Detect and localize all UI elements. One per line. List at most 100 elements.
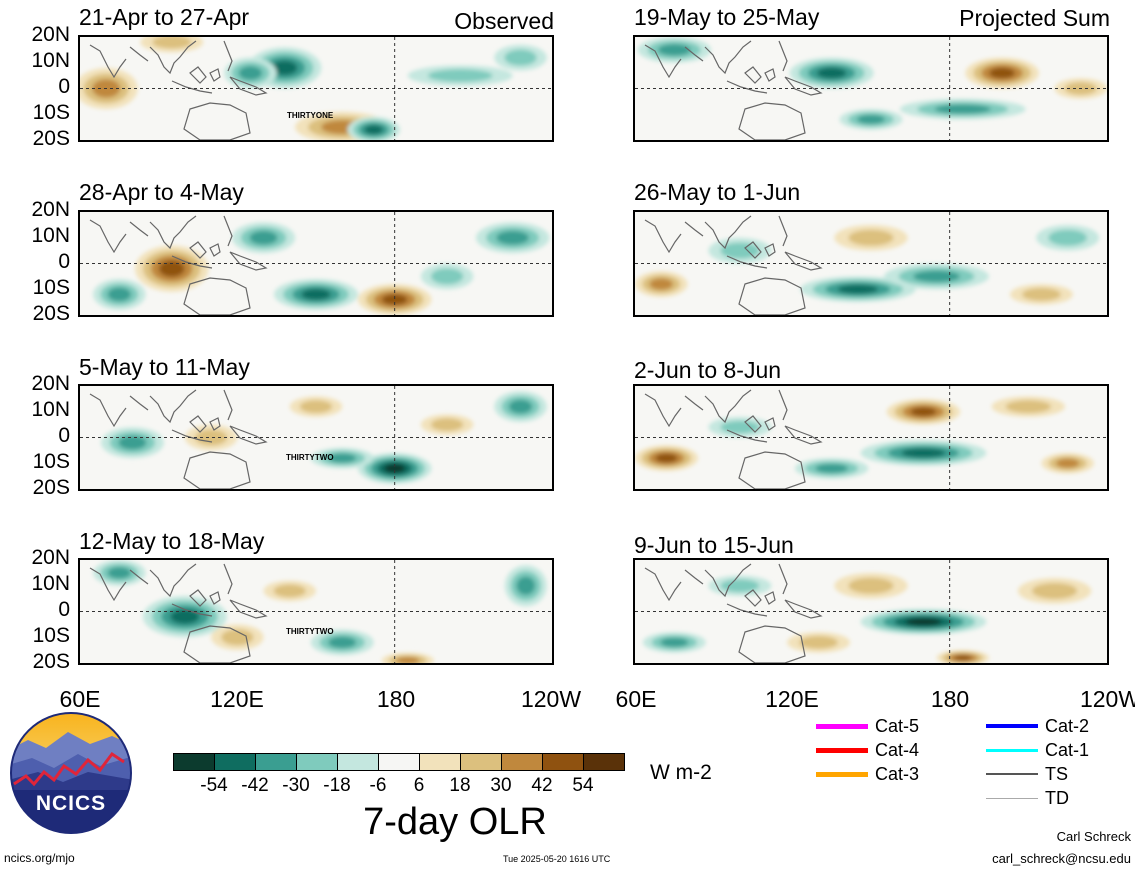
ncics-logo-text: NCICS (35, 792, 107, 815)
dry-anomaly-contour (649, 278, 673, 290)
olr-map-projected-4 (633, 558, 1109, 665)
coastline (129, 221, 149, 237)
dry-anomaly-contour (152, 37, 192, 49)
coastline (149, 563, 197, 598)
coastline (149, 40, 197, 75)
colorbar-swatch (296, 753, 338, 771)
coastline (189, 241, 207, 259)
dry-anomaly-contour (1005, 400, 1051, 413)
lat-label-row1-0: 20N (31, 23, 70, 46)
coastline (778, 40, 788, 72)
coastline (644, 44, 682, 79)
storm-label-1: THIRTYONE (287, 111, 334, 120)
coastline (726, 80, 768, 94)
panel-title-right-4: 9-Jun to 15-Jun (634, 532, 794, 558)
wet-anomaly-contour (837, 284, 878, 294)
legend-line-ts (986, 773, 1038, 775)
lon-label-60e-left: 60E (59, 686, 101, 712)
colorbar-swatch (255, 753, 297, 771)
wet-anomaly-contour (328, 636, 357, 649)
colorbar-swatch (173, 753, 215, 771)
legend-line-cat-5 (816, 723, 868, 729)
colorbar-tick-label: 18 (449, 775, 471, 796)
wet-anomaly-contour (301, 289, 331, 300)
wet-anomaly-contour (384, 463, 406, 473)
legend-line-cat-4 (816, 747, 868, 753)
colorbar-swatch (583, 753, 625, 771)
colorbar-tick-label: 42 (531, 775, 553, 796)
coastline (764, 243, 776, 257)
wet-anomaly-contour (427, 69, 493, 82)
legend-line-cat-2 (986, 724, 1038, 728)
dry-anomaly-contour (159, 260, 185, 277)
colorbar-tick-label: 54 (572, 775, 594, 796)
dry-anomaly-contour (1031, 582, 1078, 599)
coastline (778, 389, 788, 421)
lat-label-row2-2: 0 (58, 250, 70, 273)
wet-anomaly-contour (430, 268, 464, 285)
coastline (223, 389, 233, 421)
dry-anomaly-contour (194, 429, 228, 446)
wet-anomaly-contour (107, 567, 131, 579)
dry-anomaly-contour (848, 577, 894, 594)
panel-title-left-1: 21-Apr to 27-Apr (79, 4, 250, 30)
coastline (764, 591, 776, 605)
coastline (784, 76, 823, 96)
coastline (183, 451, 251, 489)
legend-label-ts: TS (1045, 764, 1069, 784)
olr-map-observed-1 (78, 35, 554, 142)
coastline (209, 243, 221, 257)
olr-anomaly-field (635, 386, 1107, 489)
wet-anomaly-contour (271, 60, 298, 76)
coastline (726, 255, 768, 269)
coastline (171, 80, 213, 94)
olr-anomaly-field (635, 212, 1107, 315)
lat-label-row1-1: 10N (31, 49, 70, 72)
coastline (704, 389, 752, 424)
wet-anomaly-contour (170, 609, 200, 624)
lon-label-120w-right: 120W (1079, 686, 1135, 712)
coastline (89, 567, 127, 602)
coastline (684, 569, 704, 585)
dry-anomaly-contour (396, 656, 420, 663)
panel-title-left-2: 28-Apr to 4-May (79, 179, 244, 205)
coastline (738, 277, 806, 315)
lon-label-180-left: 180 (376, 686, 416, 712)
footer-timestamp: Tue 2025-05-20 1616 UTC (503, 854, 611, 864)
wet-anomaly-contour (720, 420, 760, 434)
lat-label-row4-3: 10S (32, 624, 70, 647)
wet-anomaly-contour (496, 230, 529, 245)
wet-anomaly-contour (934, 104, 991, 114)
coastline (704, 40, 752, 75)
panel-title-right-3: 2-Jun to 8-Jun (634, 357, 782, 383)
dry-anomaly-contour (655, 453, 678, 463)
olr-map-projected-3 (633, 384, 1109, 491)
storm-label-4: THIRTYTWO (286, 627, 334, 636)
legend-line-td (986, 797, 1038, 799)
olr-anomaly-field (635, 560, 1107, 663)
coastline (223, 40, 233, 72)
wet-anomaly-contour (249, 230, 278, 245)
observed-label: Observed (454, 8, 554, 34)
olr-anomaly-field (80, 212, 552, 315)
coastline (738, 625, 806, 663)
coastline (744, 66, 762, 84)
olr-anomaly-field (635, 37, 1107, 140)
coastline (784, 251, 823, 271)
colorbar-swatch (337, 753, 379, 771)
colorbar-title: 7-day OLR (363, 801, 547, 843)
panel-title-left-3: 5-May to 11-May (79, 354, 250, 380)
wet-anomaly-contour (720, 242, 760, 259)
coastline (89, 393, 127, 428)
lat-label-row3-4: 20S (32, 476, 70, 499)
coastline (183, 102, 251, 140)
coastline (764, 417, 776, 431)
coastline (149, 215, 197, 250)
dry-anomaly-contour (221, 629, 254, 646)
lat-label-row3-2: 0 (58, 424, 70, 447)
coastline (229, 599, 268, 619)
coastline (89, 219, 127, 254)
coastline (129, 395, 149, 411)
wet-anomaly-contour (118, 435, 147, 450)
legend-line-cat-3 (816, 771, 868, 777)
